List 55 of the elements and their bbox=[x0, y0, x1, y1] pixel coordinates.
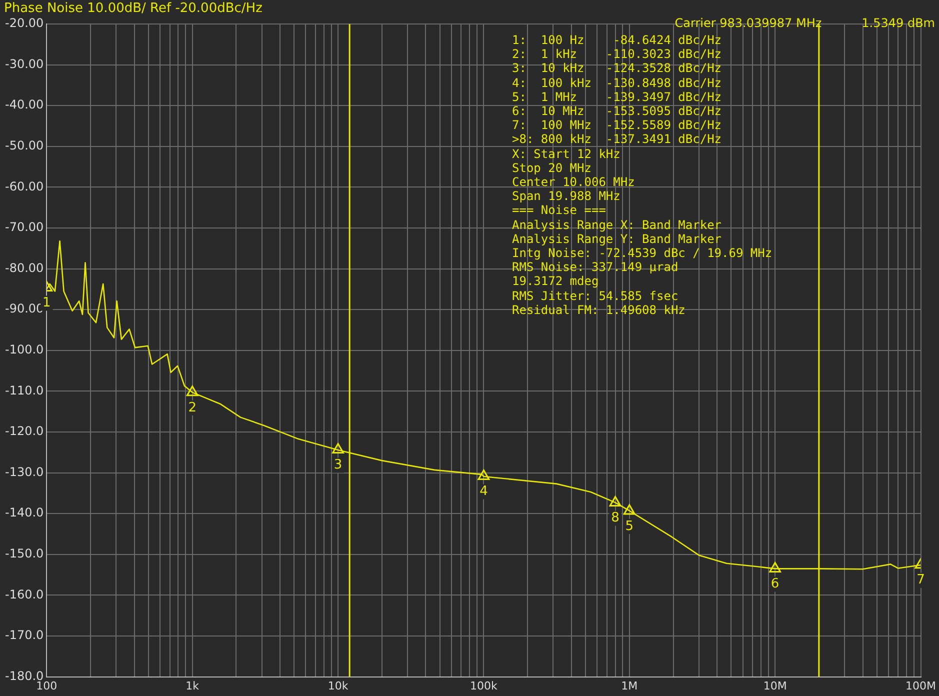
y-tick-label: -130.0 bbox=[4, 464, 44, 479]
y-tick-label: -140.0 bbox=[4, 506, 44, 520]
annotation: Analysis Range Y: Band Marker bbox=[512, 232, 723, 246]
annotation: Analysis Range X: Band Marker bbox=[512, 218, 723, 232]
annotation: 2: 1 kHz -110.3023 dBc/Hz bbox=[512, 47, 723, 62]
y-tick-label: -40.00 bbox=[4, 98, 44, 112]
x-tick-label: 100M bbox=[906, 679, 936, 692]
annotation: 5: 1 MHz -139.3497 dBc/Hz bbox=[512, 90, 723, 104]
y-tick-label: -160.0 bbox=[4, 587, 44, 602]
annotation: 3 bbox=[334, 458, 342, 473]
annotation: >8: 800 kHz -137.3491 dBc/Hz bbox=[512, 132, 723, 147]
annotation: 3: 10 kHz -124.3528 dBc/Hz bbox=[512, 61, 723, 76]
x-tick-label: 10M bbox=[763, 679, 787, 692]
annotation: 4: 100 kHz -130.8498 dBc/Hz bbox=[512, 76, 723, 90]
annotation: 2 bbox=[188, 400, 197, 416]
y-tick-label: -110.0 bbox=[4, 383, 44, 398]
y-tick-label: -30.00 bbox=[4, 56, 44, 71]
annotation: 7 bbox=[916, 572, 925, 588]
y-tick-label: -100.0 bbox=[4, 342, 44, 357]
annotation: Span 19.988 MHz bbox=[512, 189, 622, 204]
point bbox=[478, 470, 490, 480]
x-tick-label: 100k bbox=[470, 679, 498, 692]
y-tick-label: -170.0 bbox=[4, 628, 44, 642]
annotation: Residual FM: 1.49608 kHz bbox=[512, 302, 686, 318]
point bbox=[623, 504, 636, 515]
x-tick-label: 10k bbox=[328, 679, 349, 692]
x-tick-label: 1M bbox=[621, 679, 638, 692]
annotation: X: Start 12 kHz bbox=[512, 146, 622, 161]
y-tick-label: -80.00 bbox=[4, 260, 44, 275]
y-tick-label: -120.0 bbox=[4, 424, 44, 438]
annotation: 4 bbox=[480, 484, 488, 500]
chart-title: Phase Noise 10.00dB/ Ref -20.00dBc/Hz bbox=[4, 1, 262, 16]
x-tick-label: 1k bbox=[186, 679, 200, 692]
y-tick-label: -50.00 bbox=[4, 138, 44, 153]
annotation: 1: 100 Hz -84.6424 dBc/Hz bbox=[512, 33, 723, 48]
annotation: === Noise === bbox=[512, 203, 607, 218]
annotation: Carrier 983.039987 MHz bbox=[674, 16, 822, 30]
annotation: 1.5349 dBm bbox=[862, 16, 935, 30]
annotation: 6 bbox=[770, 576, 780, 592]
annotation: Stop 20 MHz bbox=[512, 160, 592, 176]
y-tick-label: -70.00 bbox=[4, 220, 44, 234]
y-tick-label: -60.00 bbox=[4, 179, 44, 194]
annotation: 1 bbox=[42, 296, 51, 311]
annotation: 7: 100 MHz -152.5589 dBc/Hz bbox=[512, 118, 723, 132]
y-tick-label: -20.00 bbox=[4, 16, 44, 30]
annotation: RMS Noise: 337.149 µrad bbox=[512, 260, 680, 274]
annotation: Intg Noise: -72.4539 dBc / 19.69 MHz bbox=[512, 246, 772, 260]
point bbox=[332, 443, 344, 454]
annotation: RMS Jitter: 54.585 fsec bbox=[512, 288, 680, 303]
annotation: 19.3172 mdeg bbox=[512, 274, 600, 289]
annotation: 6: 10 MHz -153.5095 dBc/Hz bbox=[512, 104, 723, 118]
annotation: 8 bbox=[611, 510, 620, 526]
annotation: Center 10.006 MHz bbox=[512, 175, 636, 190]
y-tick-label: -150.0 bbox=[4, 546, 44, 561]
annotation: 5 bbox=[625, 518, 634, 534]
